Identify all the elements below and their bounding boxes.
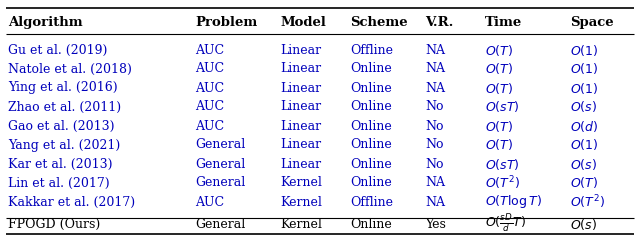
Text: Linear: Linear (280, 82, 321, 95)
Text: Kakkar et al. (2017): Kakkar et al. (2017) (8, 196, 135, 209)
Text: Online: Online (350, 158, 392, 170)
Text: Gu et al. (2019): Gu et al. (2019) (8, 44, 108, 56)
Text: V.R.: V.R. (425, 15, 453, 28)
Text: Yang et al. (2021): Yang et al. (2021) (8, 138, 120, 151)
Text: $O(1)$: $O(1)$ (570, 61, 598, 77)
Text: No: No (425, 100, 444, 114)
Text: AUC: AUC (195, 119, 224, 132)
Text: Online: Online (350, 63, 392, 76)
Text: AUC: AUC (195, 63, 224, 76)
Text: AUC: AUC (195, 82, 224, 95)
Text: AUC: AUC (195, 100, 224, 114)
Text: Online: Online (350, 100, 392, 114)
Text: Linear: Linear (280, 158, 321, 170)
Text: Kernel: Kernel (280, 177, 322, 190)
Text: NA: NA (425, 63, 445, 76)
Text: Lin et al. (2017): Lin et al. (2017) (8, 177, 109, 190)
Text: $O(T^2)$: $O(T^2)$ (570, 193, 605, 211)
Text: General: General (195, 177, 245, 190)
Text: Problem: Problem (195, 15, 257, 28)
Text: Algorithm: Algorithm (8, 15, 83, 28)
Text: $O(d)$: $O(d)$ (570, 118, 598, 133)
Text: General: General (195, 138, 245, 151)
Text: NA: NA (425, 44, 445, 56)
Text: Linear: Linear (280, 119, 321, 132)
Text: Ying et al. (2016): Ying et al. (2016) (8, 82, 118, 95)
Text: Kernel: Kernel (280, 196, 322, 209)
Text: Linear: Linear (280, 138, 321, 151)
Text: No: No (425, 158, 444, 170)
Text: NA: NA (425, 82, 445, 95)
Text: $O(1)$: $O(1)$ (570, 81, 598, 96)
Text: Zhao et al. (2011): Zhao et al. (2011) (8, 100, 121, 114)
Text: Model: Model (280, 15, 326, 28)
Text: Online: Online (350, 138, 392, 151)
Text: FPOGD (Ours): FPOGD (Ours) (8, 218, 100, 231)
Text: Online: Online (350, 119, 392, 132)
Text: $O(T\log T)$: $O(T\log T)$ (485, 193, 542, 210)
Text: No: No (425, 119, 444, 132)
Text: $O(T)$: $O(T)$ (570, 176, 598, 191)
Text: General: General (195, 158, 245, 170)
Text: Kar et al. (2013): Kar et al. (2013) (8, 158, 113, 170)
Text: Linear: Linear (280, 44, 321, 56)
Text: Yes: Yes (425, 218, 446, 231)
Text: Offline: Offline (350, 196, 393, 209)
Text: $O(1)$: $O(1)$ (570, 42, 598, 58)
Text: $O(s)$: $O(s)$ (570, 100, 597, 114)
Text: Scheme: Scheme (350, 15, 408, 28)
Text: $O(T)$: $O(T)$ (485, 42, 513, 58)
Text: Kernel: Kernel (280, 218, 322, 231)
Text: General: General (195, 218, 245, 231)
Text: $O(sT)$: $O(sT)$ (485, 156, 520, 172)
Text: Linear: Linear (280, 100, 321, 114)
Text: Gao et al. (2013): Gao et al. (2013) (8, 119, 115, 132)
Text: AUC: AUC (195, 44, 224, 56)
Text: $O(sT)$: $O(sT)$ (485, 100, 520, 114)
Text: $O(T^2)$: $O(T^2)$ (485, 174, 520, 192)
Text: $O(T)$: $O(T)$ (485, 61, 513, 77)
Text: Space: Space (570, 15, 614, 28)
Text: $O(T)$: $O(T)$ (485, 81, 513, 96)
Text: AUC: AUC (195, 196, 224, 209)
Text: $O(\frac{sD}{d}T)$: $O(\frac{sD}{d}T)$ (485, 213, 526, 235)
Text: Online: Online (350, 218, 392, 231)
Text: Natole et al. (2018): Natole et al. (2018) (8, 63, 132, 76)
Text: $O(T)$: $O(T)$ (485, 137, 513, 152)
Text: Time: Time (485, 15, 522, 28)
Text: $O(T)$: $O(T)$ (485, 118, 513, 133)
Text: Offline: Offline (350, 44, 393, 56)
Text: NA: NA (425, 177, 445, 190)
Text: Linear: Linear (280, 63, 321, 76)
Text: Online: Online (350, 177, 392, 190)
Text: Online: Online (350, 82, 392, 95)
Text: $O(s)$: $O(s)$ (570, 156, 597, 172)
Text: $O(1)$: $O(1)$ (570, 137, 598, 152)
Text: NA: NA (425, 196, 445, 209)
Text: $O(s)$: $O(s)$ (570, 217, 597, 232)
Text: No: No (425, 138, 444, 151)
